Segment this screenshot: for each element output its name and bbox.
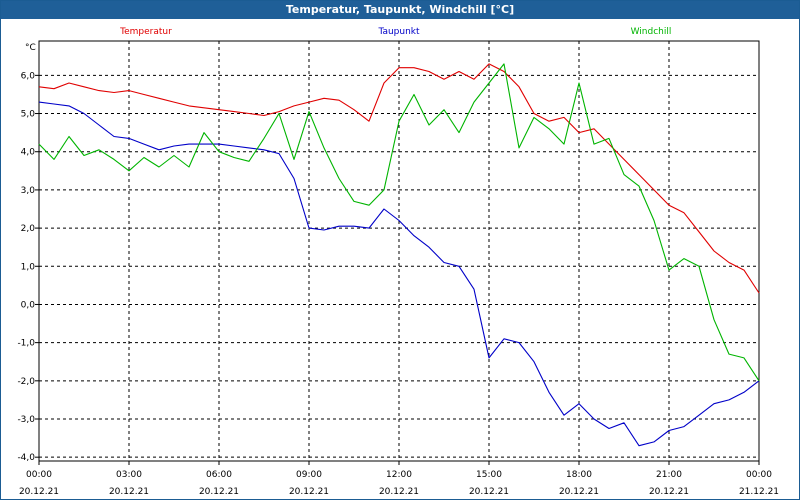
x-tick-date-label: 20.12.21: [289, 487, 329, 497]
x-tick-date-label: 20.12.21: [559, 487, 599, 497]
x-tick-time-label: 21:00: [656, 470, 682, 480]
x-tick-date-label: 20.12.21: [199, 487, 239, 497]
x-tick-time-label: 03:00: [116, 470, 142, 480]
y-tick-label: 6,0: [21, 71, 36, 81]
x-tick-date-label: 20.12.21: [19, 487, 59, 497]
y-tick-label: 2,0: [21, 224, 36, 234]
y-tick-label: 5,0: [21, 110, 36, 120]
y-tick-label: -3,0: [17, 415, 35, 425]
y-tick-label: -4,0: [17, 453, 35, 463]
x-tick-time-label: 12:00: [386, 470, 412, 480]
series-line-windchill: [38, 63, 760, 382]
y-tick-label: 1,0: [21, 262, 36, 272]
x-tick-time-label: 06:00: [206, 470, 232, 480]
x-tick-date-label: 20.12.21: [649, 487, 689, 497]
legend-temperatur: Temperatur: [119, 27, 172, 37]
x-tick-time-label: 15:00: [476, 470, 502, 480]
legend-taupunkt: Taupunkt: [377, 27, 420, 37]
x-tick-time-label: 00:00: [26, 470, 52, 480]
y-axis-label: °C: [25, 43, 36, 53]
y-tick-label: 4,0: [21, 148, 36, 158]
y-tick-label: -2,0: [17, 377, 35, 387]
chart-title: Temperatur, Taupunkt, Windchill [°C]: [1, 1, 799, 19]
series-line-taupunkt: [38, 101, 760, 447]
y-tick-label: 3,0: [21, 186, 36, 196]
series-line-temperatur: [38, 63, 760, 294]
x-tick-date-label: 20.12.21: [379, 487, 419, 497]
x-tick-time-label: 00:00: [746, 470, 772, 480]
x-tick-date-label: 21.12.21: [739, 487, 779, 497]
y-tick-label: -1,0: [17, 339, 35, 349]
x-tick-time-label: 18:00: [566, 470, 592, 480]
legend-windchill: Windchill: [631, 27, 672, 37]
x-tick-time-label: 09:00: [296, 470, 322, 480]
x-tick-date-label: 20.12.21: [109, 487, 149, 497]
x-tick-date-label: 20.12.21: [469, 487, 509, 497]
y-tick-label: 0,0: [21, 300, 36, 310]
